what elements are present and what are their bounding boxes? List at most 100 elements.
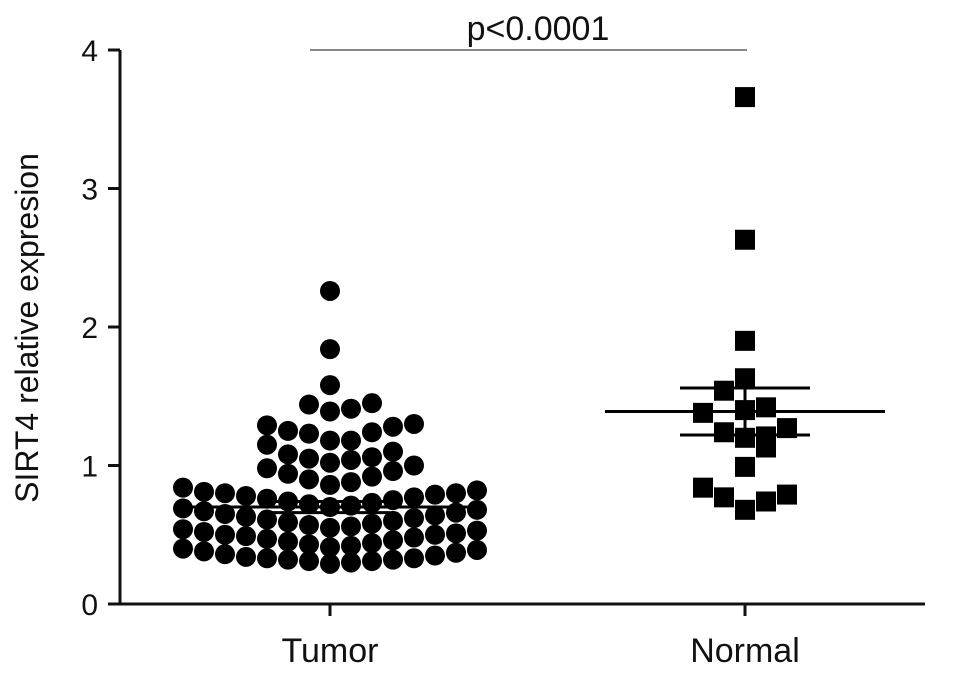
data-point-tumor: [278, 444, 298, 465]
data-point-tumor: [383, 510, 403, 531]
data-point-normal: [735, 368, 755, 389]
y-tick-label: 2: [81, 312, 98, 345]
data-point-normal: [714, 487, 734, 508]
data-point-normal: [735, 499, 755, 520]
data-point-tumor: [299, 469, 319, 490]
data-point-tumor: [299, 534, 319, 555]
data-point-tumor: [299, 448, 319, 469]
data-point-tumor: [446, 483, 466, 504]
data-point-tumor: [425, 505, 445, 526]
y-tick-label: 3: [81, 174, 98, 207]
data-point-tumor: [194, 481, 214, 502]
data-point-tumor: [404, 455, 424, 476]
data-point-tumor: [320, 280, 340, 301]
data-point-tumor: [425, 484, 445, 505]
data-point-tumor: [278, 512, 298, 533]
data-point-tumor: [362, 533, 382, 554]
data-point-tumor: [173, 477, 193, 498]
data-point-tumor: [383, 441, 403, 462]
data-point-tumor: [362, 422, 382, 443]
data-point-tumor: [362, 447, 382, 468]
data-point-tumor: [320, 375, 340, 396]
data-point-tumor: [467, 499, 487, 520]
data-point-tumor: [320, 474, 340, 495]
data-point-tumor: [362, 513, 382, 534]
data-point-tumor: [404, 413, 424, 434]
data-point-normal: [735, 456, 755, 477]
data-point-tumor: [173, 498, 193, 519]
data-point-tumor: [320, 401, 340, 422]
data-point-tumor: [446, 523, 466, 544]
data-point-tumor: [320, 430, 340, 451]
y-axis-label: SIRT4 relative expresion: [9, 153, 45, 503]
data-point-tumor: [278, 420, 298, 441]
data-point-tumor: [404, 548, 424, 569]
data-point-tumor: [299, 494, 319, 515]
data-point-tumor: [404, 487, 424, 508]
data-point-tumor: [425, 524, 445, 545]
data-point-tumor: [362, 466, 382, 487]
data-point-tumor: [299, 515, 319, 536]
data-point-tumor: [341, 472, 361, 493]
data-point-tumor: [341, 535, 361, 556]
data-point-tumor: [320, 452, 340, 473]
data-point-tumor: [278, 463, 298, 484]
data-point-tumor: [383, 490, 403, 511]
data-point-tumor: [236, 546, 256, 567]
data-point-normal: [735, 330, 755, 351]
data-point-tumor: [467, 539, 487, 560]
data-point-tumor: [320, 553, 340, 574]
data-point-tumor: [320, 517, 340, 538]
y-axis: 0 1 2 3 4: [81, 35, 122, 622]
x-category-label: Normal: [690, 632, 800, 670]
data-point-tumor: [257, 415, 277, 436]
data-point-tumor: [299, 394, 319, 415]
data-point-tumor: [404, 527, 424, 548]
data-point-tumor: [257, 548, 277, 569]
data-point-tumor: [173, 538, 193, 559]
data-point-tumor: [194, 541, 214, 562]
mean-sem-lines: [192, 386, 885, 515]
data-points: [173, 87, 797, 574]
data-point-tumor: [257, 528, 277, 549]
data-point-tumor: [236, 506, 256, 527]
data-point-tumor: [383, 416, 403, 437]
data-point-tumor: [404, 508, 424, 529]
data-point-tumor: [278, 531, 298, 552]
data-point-normal: [756, 491, 776, 512]
data-point-tumor: [278, 549, 298, 570]
data-point-tumor: [467, 480, 487, 501]
data-point-normal: [693, 477, 713, 498]
x-axis: Tumor Normal: [120, 602, 925, 670]
data-point-tumor: [341, 430, 361, 451]
data-point-normal: [735, 87, 755, 108]
data-point-tumor: [383, 549, 403, 570]
data-point-tumor: [215, 483, 235, 504]
data-point-tumor: [383, 530, 403, 551]
data-point-tumor: [194, 521, 214, 542]
y-tick-label: 4: [81, 35, 98, 68]
data-point-tumor: [236, 526, 256, 547]
data-point-normal: [735, 229, 755, 250]
data-point-normal: [756, 397, 776, 418]
y-tick-label: 1: [81, 451, 98, 484]
data-point-tumor: [173, 519, 193, 540]
data-point-tumor: [467, 520, 487, 541]
data-point-normal: [777, 484, 797, 505]
data-point-tumor: [215, 524, 235, 545]
data-point-tumor: [299, 551, 319, 572]
data-point-tumor: [257, 509, 277, 530]
x-category-label: Tumor: [282, 632, 379, 670]
data-point-tumor: [320, 537, 340, 558]
data-point-tumor: [320, 339, 340, 360]
significance-annotation: p<0.0001: [310, 10, 747, 51]
data-point-tumor: [257, 458, 277, 479]
data-point-normal: [714, 422, 734, 443]
data-point-tumor: [257, 434, 277, 455]
data-point-tumor: [299, 423, 319, 444]
data-point-tumor: [341, 398, 361, 419]
data-point-tumor: [425, 545, 445, 566]
data-point-tumor: [215, 503, 235, 524]
data-point-tumor: [341, 516, 361, 537]
